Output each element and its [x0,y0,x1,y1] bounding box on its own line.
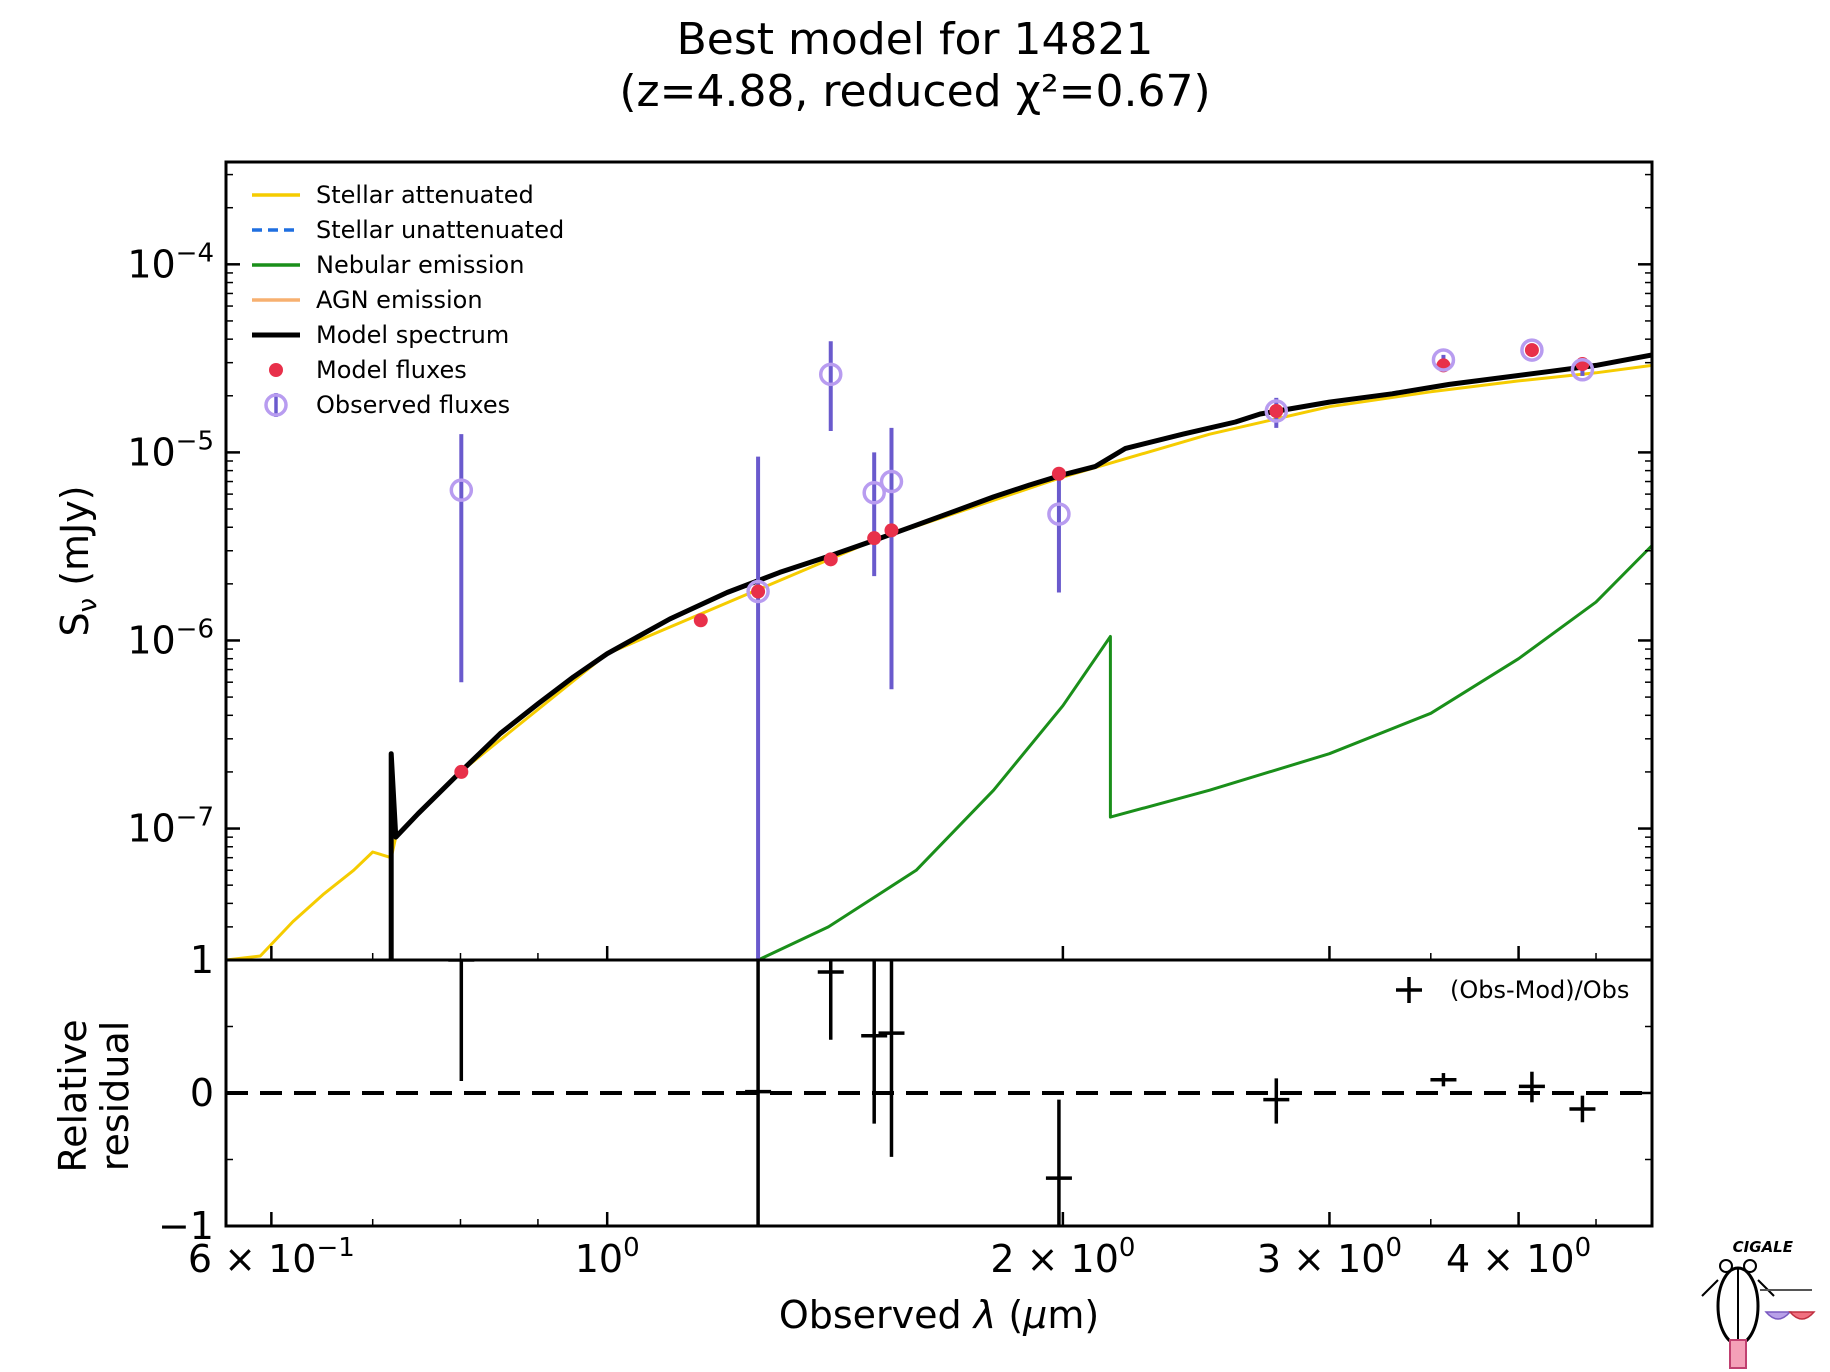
residual-legend: (Obs-Mod)/Obs [1396,976,1629,1004]
observed-flux-point [1431,348,1456,372]
residual-panel: 6 × 10−1 100 2 × 100 3 × 100 4 × 100 1 0 −1 (Ob… [51,938,1654,1337]
x-tick-label: 6 × 10−1 [188,1233,355,1281]
model-flux-point [884,523,899,538]
legend-label: Observed fluxes [316,391,510,419]
observed-flux-point [1570,358,1595,382]
legend-label: (Obs-Mod)/Obs [1450,976,1629,1004]
y-axis-label: Sν (mJy) [53,485,103,636]
x-tick-label: 4 × 100 [1446,1233,1591,1281]
observed-flux-point [818,362,843,387]
cigale-logo: CIGALE [1701,1238,1816,1369]
model-flux-point [1524,343,1539,358]
y-tick-label: 10−4 [127,238,214,286]
series-nebular-emission [757,544,1652,960]
model-flux-point [1269,404,1284,419]
legend-label: Stellar unattenuated [316,216,564,244]
model-flux-point [693,613,708,628]
series-stellar-attenuated [226,363,1652,960]
x-tick-label: 3 × 100 [1257,1233,1402,1281]
model-flux-point [751,584,766,599]
model-flux-point [1051,466,1066,481]
observed-flux-point [862,481,886,505]
residual-y-tick-label: −1 [158,1204,214,1248]
model-flux-point [823,552,838,567]
cigale-logo-text: CIGALE [1733,1238,1794,1256]
residual-y-label-line1: Relative [51,1019,95,1172]
legend-label: Model fluxes [316,356,467,384]
y-tick-label: 10−6 [127,614,214,662]
x-axis-label: Observed λ (μm) [779,1293,1099,1337]
observed-flux-point [1520,338,1544,362]
x-tick-label: 2 × 100 [990,1233,1135,1281]
observed-flux-point [746,579,770,604]
legend-label: Model spectrum [316,321,509,349]
series-model-spectrum [388,352,1652,960]
sed-panel: 10−710−610−510−4 Stellar attenuatedStell… [53,160,1654,962]
residual-y-label-line2: residual [93,1021,137,1172]
observed-flux-point [1047,502,1071,526]
model-flux-point [867,531,882,546]
legend-swatch [269,363,283,377]
legend-label: Stellar attenuated [316,181,534,209]
residual-y-tick-label: 1 [190,938,214,982]
residual-y-tick-label: 0 [190,1071,214,1115]
model-flux-point [454,764,469,779]
observed-flux-point [1264,399,1289,423]
observed-flux-point [879,469,904,494]
y-tick-label: 10−7 [127,803,214,851]
x-tick-label: 100 [575,1233,640,1281]
sed-panel-frame [224,160,1654,962]
chart-title: Best model for 14821 [676,14,1154,65]
legend: Stellar attenuated Stellar unattenuated Ne… [252,181,564,419]
legend-label: AGN emission [316,286,483,314]
y-tick-label: 10−5 [127,426,214,474]
chart-subtitle: (z=4.88, reduced χ²=0.67) [619,66,1211,117]
legend-label: Nebular emission [316,251,524,279]
legend-swatch [264,393,288,417]
observed-flux-point [449,478,474,502]
